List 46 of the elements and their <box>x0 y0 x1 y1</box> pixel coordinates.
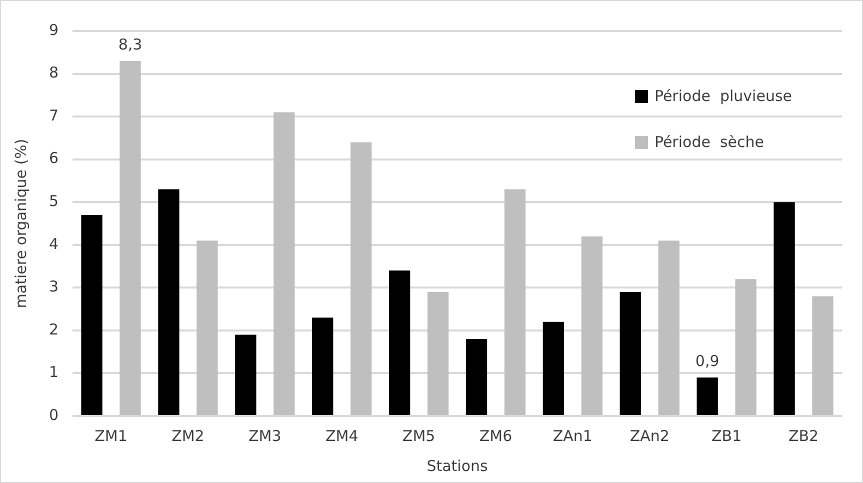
bar <box>81 214 102 415</box>
x-tick-label: ZM6 <box>479 426 512 445</box>
y-tick-label: 2 <box>48 320 59 338</box>
x-axis-title: Stations <box>426 456 488 475</box>
bar <box>196 240 218 415</box>
bar <box>504 189 526 415</box>
bar <box>696 378 718 415</box>
y-tick-label: 6 <box>48 149 59 168</box>
bar <box>812 296 834 415</box>
bar <box>658 240 680 415</box>
x-tick-label: ZB2 <box>788 426 819 445</box>
data-label: 8,3 <box>118 35 142 54</box>
x-tick-label: ZAn1 <box>552 426 592 445</box>
bar <box>350 142 372 415</box>
bar <box>158 189 180 415</box>
legend-label: Période sèche <box>654 133 764 151</box>
bar <box>120 60 141 415</box>
bar <box>581 236 603 415</box>
bar <box>235 334 256 415</box>
bar <box>735 279 756 415</box>
x-tick-label: ZM2 <box>172 426 204 445</box>
bar <box>542 322 564 415</box>
x-tick-label: ZM4 <box>325 426 358 445</box>
x-tick-label: ZAn2 <box>630 426 670 445</box>
x-tick-label: ZB1 <box>712 426 742 445</box>
bar <box>774 202 795 415</box>
data-label: 0,9 <box>695 352 720 370</box>
y-tick-label: 7 <box>48 106 59 124</box>
x-tick-label: ZM1 <box>94 426 128 445</box>
y-tick-label: 8 <box>48 64 59 82</box>
bar <box>466 339 488 415</box>
bar <box>427 292 449 415</box>
bar <box>274 112 295 415</box>
y-tick-label: 3 <box>48 278 59 296</box>
bar <box>620 292 641 415</box>
y-axis-title: matiere organique (%) <box>12 138 30 308</box>
y-tick-label: 1 <box>48 363 59 382</box>
bar <box>312 318 334 415</box>
bar <box>388 270 410 415</box>
y-tick-label: 0 <box>48 406 59 424</box>
legend-label: Période pluvieuse <box>654 87 792 105</box>
y-tick-label: 5 <box>48 192 59 210</box>
y-tick-label: 4 <box>48 234 59 253</box>
x-tick-label: ZM3 <box>248 426 282 445</box>
y-tick-label: 9 <box>48 20 59 39</box>
x-tick-label: ZM5 <box>402 426 436 445</box>
